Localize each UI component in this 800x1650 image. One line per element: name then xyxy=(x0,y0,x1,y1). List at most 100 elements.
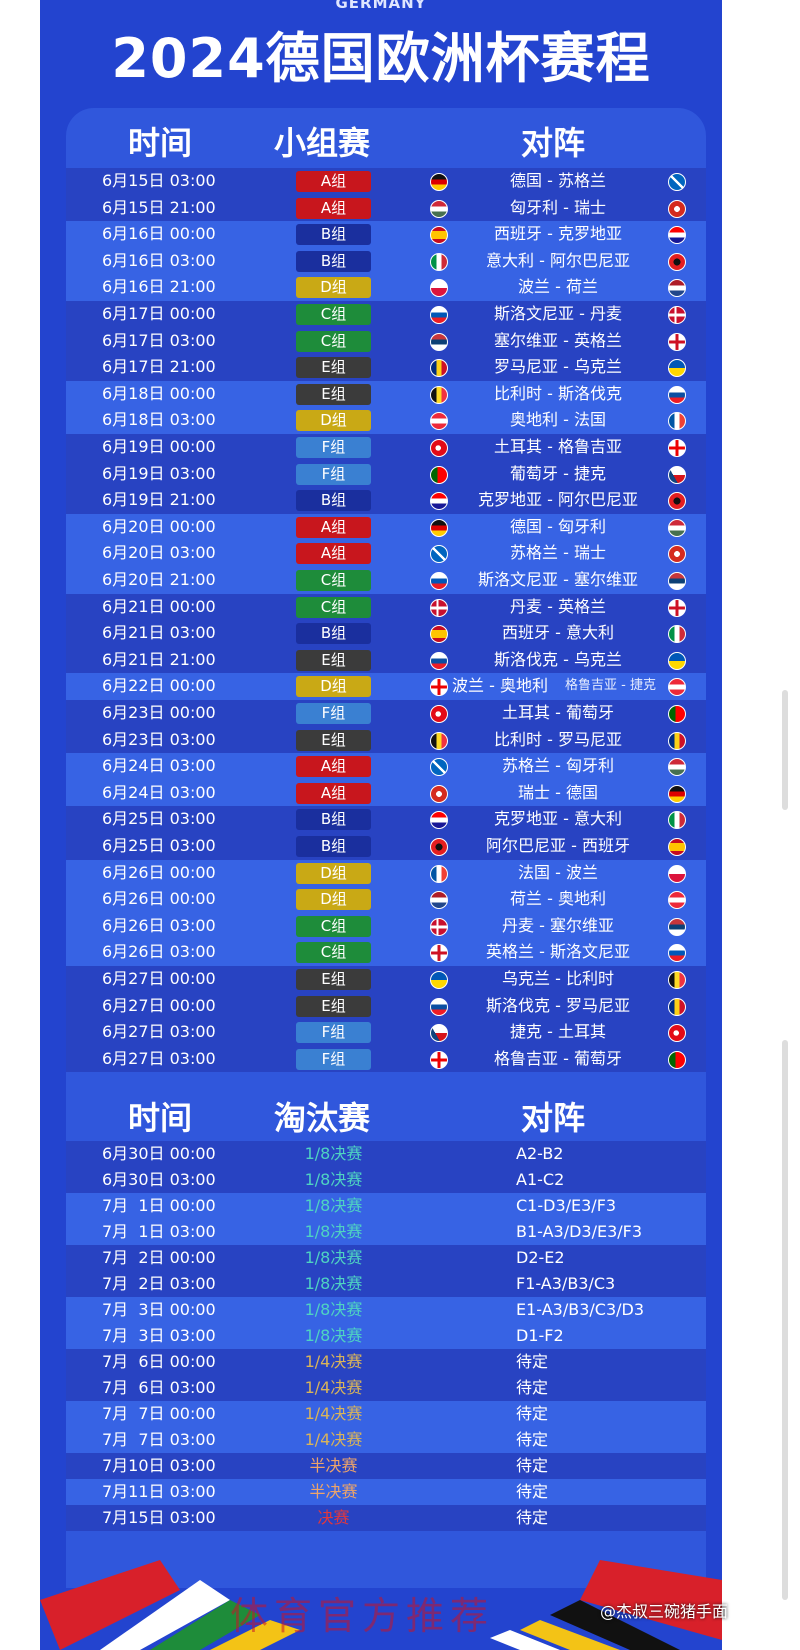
group-badge: A组 xyxy=(296,171,371,192)
flag-at-icon xyxy=(668,678,686,697)
group-badge: F组 xyxy=(296,1022,371,1044)
table-row: 6月27日 03:00 F组 格鲁吉亚 - 葡萄牙 xyxy=(66,1045,706,1073)
flag-eng-icon xyxy=(430,944,448,963)
stage-label: 1/4决赛 xyxy=(304,1430,363,1449)
match-teams: 英格兰 - 斯洛文尼亚 xyxy=(486,942,630,962)
stage-label: 1/8决赛 xyxy=(304,1248,363,1267)
match-time: 7月 3日 03:00 xyxy=(102,1326,216,1345)
match-time: 7月 7日 00:00 xyxy=(102,1404,216,1423)
group-badge: B组 xyxy=(296,224,371,246)
table-row: 6月20日 00:00 A组 德国 - 匈牙利 xyxy=(66,513,706,541)
flag-fr-icon xyxy=(668,412,686,431)
flag-es-icon xyxy=(430,226,448,245)
match-teams: C1-D3/E3/F3 xyxy=(516,1196,617,1215)
table-row: 7月15日 03:00 决赛 待定 xyxy=(66,1505,706,1531)
group-badge: A组 xyxy=(296,516,371,538)
match-header: 对阵 xyxy=(521,124,586,162)
stage-label: 1/8决赛 xyxy=(304,1196,363,1215)
table-row: 6月24日 03:00 A组 苏格兰 - 匈牙利 xyxy=(66,753,706,780)
flag-cz-icon xyxy=(430,1024,448,1043)
flag-dk-icon xyxy=(668,306,686,324)
flag-es-icon xyxy=(668,838,686,856)
match-teams: 斯洛伐克 - 乌克兰 xyxy=(494,649,622,669)
match-time: 7月 7日 03:00 xyxy=(102,1430,216,1449)
flag-pt-icon xyxy=(668,1050,686,1069)
match-time: 6月19日 00:00 xyxy=(102,437,216,456)
match-time: 6月18日 00:00 xyxy=(102,383,216,403)
match-teams: 斯洛伐克 - 罗马尼亚 xyxy=(486,995,630,1015)
match-time: 7月 1日 00:00 xyxy=(102,1196,216,1215)
table-row: 6月15日 21:00 A组 匈牙利 - 瑞士 xyxy=(66,194,706,222)
match-time: 6月27日 03:00 xyxy=(102,1022,216,1042)
flag-sco-icon xyxy=(430,545,448,564)
group-badge: E组 xyxy=(296,995,371,1017)
match-time: 6月17日 03:00 xyxy=(102,330,216,350)
stage-label: 1/8决赛 xyxy=(304,1222,363,1241)
flag-al-icon xyxy=(668,252,686,271)
table-row: 6月18日 03:00 D组 奥地利 - 法国 xyxy=(66,407,706,434)
group-badge: A组 xyxy=(296,543,371,565)
flag-sk-icon xyxy=(430,997,448,1016)
match-time: 6月27日 00:00 xyxy=(102,969,216,988)
table-row: 6月15日 03:00 A组 德国 - 苏格兰 xyxy=(66,168,706,195)
flag-ge-icon xyxy=(430,678,448,697)
flag-rs-icon xyxy=(430,332,448,351)
match-teams: 罗马尼亚 - 乌克兰 xyxy=(494,357,622,377)
match-time: 6月27日 00:00 xyxy=(102,995,216,1015)
flag-pl-icon xyxy=(668,864,686,883)
group-badge: E组 xyxy=(296,729,371,751)
match-teams: 待定 xyxy=(516,1404,549,1423)
flag-si-icon xyxy=(668,944,686,963)
page-title: 2024德国欧洲杯赛程 xyxy=(111,27,651,90)
group-badge: D组 xyxy=(296,889,371,911)
table-row: 6月19日 03:00 F组 葡萄牙 - 捷克 xyxy=(66,460,706,488)
table-row: 7月 7日 03:00 1/4决赛 待定 xyxy=(66,1427,706,1453)
group-badge: A组 xyxy=(296,756,371,778)
flag-si-icon xyxy=(430,306,448,324)
match-time: 6月21日 03:00 xyxy=(102,623,216,643)
match-teams: 苏格兰 - 匈牙利 xyxy=(502,756,614,776)
match-teams: 德国 - 苏格兰 xyxy=(510,171,606,190)
match-teams: 待定 xyxy=(516,1378,549,1397)
table-row: 6月27日 03:00 F组 捷克 - 土耳其 xyxy=(66,1019,706,1046)
match-teams: 西班牙 - 意大利 xyxy=(502,623,614,643)
group-badge: E组 xyxy=(296,357,371,379)
author-credit: @杰叔三碗猪手面 xyxy=(600,1602,729,1621)
table-row: 7月 6日 00:00 1/4决赛 待定 xyxy=(66,1349,706,1375)
table-row: 6月30日 00:00 1/8决赛 A2-B2 xyxy=(66,1141,706,1167)
match-time: 6月23日 00:00 xyxy=(102,703,216,722)
flag-ch-icon xyxy=(668,199,686,218)
stage-label: 1/8决赛 xyxy=(304,1326,363,1345)
match-time: 6月26日 00:00 xyxy=(102,862,216,882)
schedule-panel: 时间 小组赛 对阵 6月15日 03:00 A组 德国 - 苏格兰 6月15日 … xyxy=(66,108,706,1588)
table-row: 6月26日 00:00 D组 法国 - 波兰 xyxy=(66,859,706,887)
flag-pt-icon xyxy=(668,705,686,723)
match-time: 7月15日 03:00 xyxy=(102,1508,216,1527)
group-badge: D组 xyxy=(296,676,371,698)
subtitle: GERMANY xyxy=(335,0,427,12)
table-row: 7月10日 03:00 半决赛 待定 xyxy=(66,1453,706,1479)
table-row: 6月21日 03:00 B组 西班牙 - 意大利 xyxy=(66,620,706,647)
stage-label: 1/8决赛 xyxy=(304,1144,363,1163)
flag-pl-icon xyxy=(430,279,448,298)
table-row: 6月24日 03:00 A组 瑞士 - 德国 xyxy=(66,779,706,807)
flag-eng-icon xyxy=(668,598,686,617)
flag-ua-icon xyxy=(668,651,686,670)
table-row: 6月20日 21:00 C组 斯洛文尼亚 - 塞尔维亚 xyxy=(66,567,706,594)
flag-ch-icon xyxy=(430,784,448,803)
stage-label: 1/4决赛 xyxy=(304,1404,363,1423)
stage-label: 1/8决赛 xyxy=(304,1170,363,1189)
stage-label: 决赛 xyxy=(317,1508,350,1527)
stage-header: 小组赛 xyxy=(274,124,371,162)
match-teams: 土耳其 - 葡萄牙 xyxy=(502,703,614,722)
table-row: 6月16日 21:00 D组 波兰 - 荷兰 xyxy=(66,274,706,301)
table-row: 6月20日 03:00 A组 苏格兰 - 瑞士 xyxy=(66,540,706,567)
match-teams: A1-C2 xyxy=(516,1170,565,1189)
flag-de-icon xyxy=(430,173,448,191)
scrollbar[interactable] xyxy=(782,1040,788,1600)
group-badge: A组 xyxy=(296,197,371,219)
scrollbar[interactable] xyxy=(782,690,788,810)
match-time: 6月26日 03:00 xyxy=(102,942,216,962)
time-header: 时间 xyxy=(128,1099,193,1137)
table-row: 6月23日 03:00 E组 比利时 - 罗马尼亚 xyxy=(66,726,706,754)
